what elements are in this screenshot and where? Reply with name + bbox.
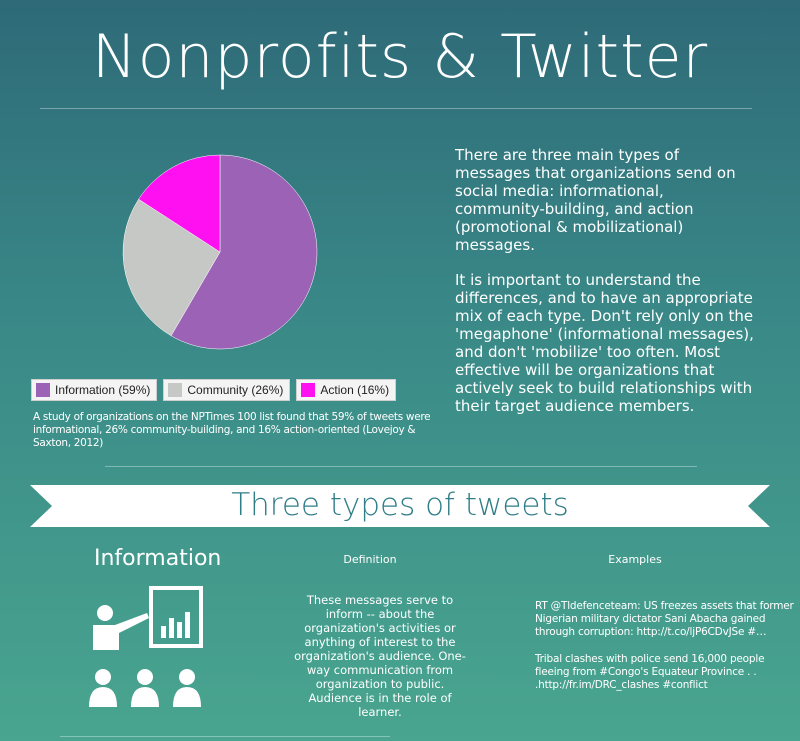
presenter-audience-icon — [89, 586, 203, 707]
intro-paragraph-2: It is important to understand the differ… — [455, 271, 754, 415]
legend-item-action: Action (16%) — [296, 379, 397, 401]
legend-item-community: Community (26%) — [163, 379, 291, 401]
legend-label-community: Community (26%) — [187, 383, 284, 397]
bottom-divider — [60, 736, 390, 737]
legend-label-information: Information (59%) — [55, 383, 151, 397]
legend-label-action: Action (16%) — [320, 383, 390, 397]
definition-heading: Definition — [343, 553, 397, 566]
section-heading-information: Information — [94, 546, 222, 571]
legend-swatch-community — [168, 383, 183, 397]
study-caption: A study of organizations on the NPTimes … — [33, 411, 431, 449]
intro-text: There are three main types of messages t… — [455, 146, 755, 432]
page-title: Nonprofits & Twitter — [91, 22, 709, 92]
examples-heading: Examples — [608, 553, 662, 566]
pie-slice-information — [170, 154, 318, 350]
example-tweet-2: Tribal clashes with police send 16,000 p… — [535, 653, 765, 691]
pie-slice-community — [122, 198, 221, 337]
definition-text: These messages serve to inform -- about … — [294, 593, 466, 719]
section-divider — [105, 466, 697, 467]
legend-swatch-information — [36, 383, 50, 397]
example-tweet-1: RT @Tldefenceteam: US freezes assets tha… — [535, 600, 794, 638]
banner-title: Three types of tweets — [231, 487, 569, 523]
pie-slice-action — [138, 154, 221, 253]
intro-paragraph-1: There are three main types of messages t… — [455, 146, 736, 254]
legend-item-information: Information (59%) — [31, 379, 158, 401]
pie-chart — [122, 154, 318, 350]
legend-swatch-action — [301, 383, 316, 397]
banner-ribbon — [30, 485, 770, 527]
examples-list: RT @Tldefenceteam: US freezes assets tha… — [535, 600, 795, 706]
title-divider — [40, 108, 752, 109]
pie-legend: Information (59%) Community (26%) Action… — [31, 379, 397, 401]
